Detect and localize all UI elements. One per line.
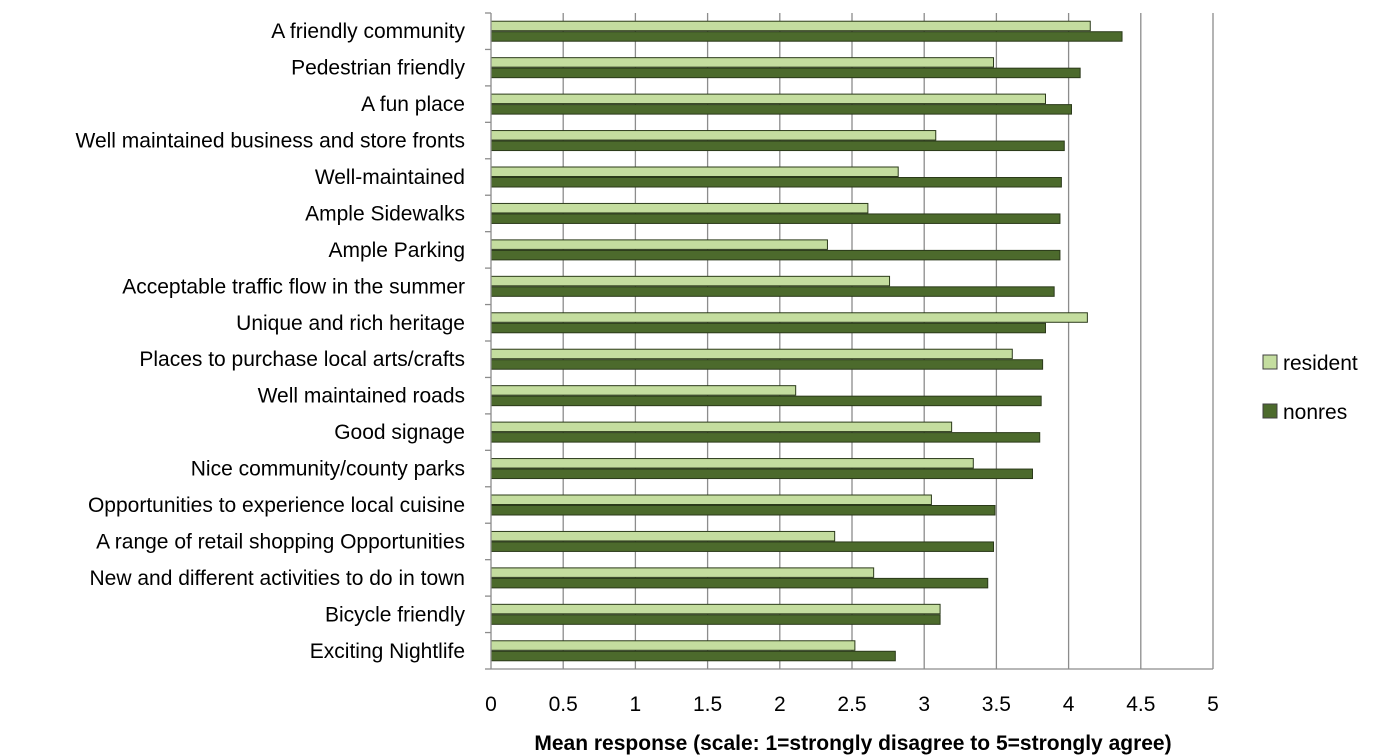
legend-item-resident: resident — [1262, 352, 1358, 375]
bar-nonres — [490, 104, 1072, 115]
bar-nonres — [490, 505, 996, 516]
x-tick-labels: 0 0.5 1 1.5 2 2.5 3 3.5 4 4.5 5 — [485, 693, 1219, 716]
bar-resident — [490, 166, 899, 177]
x-tick-label: 4 — [1063, 693, 1075, 716]
category-label: Unique and rich heritage — [236, 312, 465, 335]
x-tick-label: 3.5 — [982, 693, 1011, 716]
bar-resident — [490, 57, 995, 68]
bar-nonres — [490, 614, 941, 625]
bar-resident — [490, 421, 953, 433]
legend-label-nonres: nonres — [1283, 401, 1347, 424]
category-label: A range of retail shopping Opportunities — [96, 530, 465, 553]
bar-nonres — [490, 541, 995, 552]
bar-resident — [490, 603, 941, 615]
category-label: Good signage — [334, 421, 465, 444]
bar-resident — [490, 275, 891, 287]
category-label: Ample Parking — [328, 239, 465, 262]
bar-nonres — [490, 468, 1033, 480]
x-axis-title: Mean response (scale: 1=strongly disagre… — [534, 732, 1171, 755]
legend: resident nonres — [1262, 352, 1358, 424]
bar-nonres — [490, 177, 1062, 188]
bar-nonres — [490, 213, 1061, 224]
bar-resident — [490, 348, 1013, 360]
x-tick-label: 4.5 — [1126, 693, 1155, 716]
bar-nonres — [490, 432, 1041, 443]
bar-nonres — [490, 322, 1046, 334]
bar-nonres — [490, 31, 1123, 42]
category-label: Nice community/county parks — [191, 458, 465, 481]
bar-resident — [490, 458, 974, 469]
x-tick-label: 5 — [1207, 693, 1219, 716]
x-tick-label: 1.5 — [693, 693, 722, 716]
legend-label-resident: resident — [1283, 352, 1358, 375]
bars — [490, 20, 1123, 662]
category-label: Well maintained business and store front… — [76, 130, 465, 153]
category-label: Exciting Nightlife — [310, 640, 465, 663]
x-tick-label: 0.5 — [549, 693, 578, 716]
bar-nonres — [490, 650, 896, 662]
category-label: Pedestrian friendly — [291, 57, 465, 80]
bar-resident — [490, 494, 932, 505]
category-label: Bicycle friendly — [325, 603, 466, 626]
bar-resident — [490, 130, 937, 141]
x-tick-label: 1 — [630, 693, 642, 716]
bar-nonres — [490, 395, 1042, 407]
category-label: Places to purchase local arts/crafts — [139, 348, 465, 371]
category-label: New and different activities to do in to… — [90, 567, 466, 590]
bar-nonres — [490, 577, 989, 589]
category-label: A friendly community — [271, 20, 465, 43]
category-label: Acceptable traffic flow in the summer — [122, 275, 465, 298]
bar-resident — [490, 567, 875, 578]
bar-nonres — [490, 249, 1061, 261]
x-tick-label: 2.5 — [837, 693, 866, 716]
bar-resident — [490, 93, 1046, 105]
bar-resident — [490, 640, 856, 651]
category-label: Well-maintained — [315, 166, 465, 189]
bar-resident — [490, 385, 797, 396]
bar-resident — [490, 312, 1088, 323]
gridlines — [562, 13, 1214, 669]
legend-swatch-nonres — [1262, 403, 1278, 419]
category-labels: A friendly community Pedestrian friendly A… — [76, 20, 466, 663]
legend-item-nonres: nonres — [1262, 401, 1347, 424]
bar-resident — [490, 530, 836, 542]
axes — [485, 12, 1213, 670]
x-tick-label: 2 — [774, 693, 786, 716]
bar-resident — [490, 20, 1091, 32]
category-label: Well maintained roads — [258, 385, 465, 408]
x-tick-label: 3 — [918, 693, 930, 716]
category-label: Ample Sidewalks — [305, 202, 465, 225]
category-label: A fun place — [361, 93, 465, 116]
bar-resident — [490, 202, 869, 214]
x-tick-label: 0 — [485, 693, 497, 716]
legend-swatch-resident — [1262, 354, 1278, 370]
bar-nonres — [490, 140, 1065, 152]
bar-nonres — [490, 286, 1055, 297]
bar-resident — [490, 239, 828, 250]
bar-nonres — [490, 67, 1081, 79]
category-label: Opportunities to experience local cuisin… — [88, 494, 465, 517]
bar-nonres — [490, 359, 1044, 370]
